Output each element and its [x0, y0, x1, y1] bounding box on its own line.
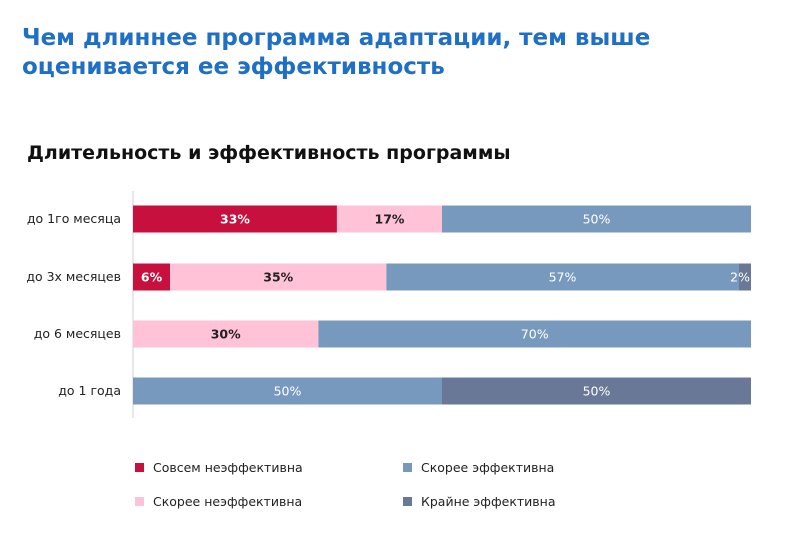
- legend-swatch-rather-effective: [403, 463, 412, 472]
- data-label: 57%: [549, 270, 577, 285]
- legend-label-extremely-effective: Крайне эффективна: [421, 494, 556, 509]
- legend-item-extremely-effective: Крайне эффективна: [403, 494, 556, 509]
- bar-segment: [442, 205, 751, 233]
- data-label: 50%: [274, 384, 302, 399]
- category-label: до 1го месяца: [27, 211, 121, 226]
- bar-segment: [133, 205, 337, 233]
- legend-swatch-rather-ineffective: [135, 497, 144, 506]
- bar-segment: [442, 377, 751, 405]
- legend-item-rather-ineffective: Скорее неэффективна: [135, 494, 302, 509]
- legend-label-rather-ineffective: Скорее неэффективна: [153, 494, 303, 509]
- data-label: 70%: [521, 327, 549, 342]
- bar-segment: [170, 263, 387, 291]
- legend-label-very-ineffective: Совсем неэффективна: [153, 460, 303, 475]
- data-label: 30%: [211, 327, 241, 342]
- stacked-bar-chart: до 1го месяца 33% 17% 50% до 3х месяцев 6% 35%…: [26, 191, 751, 418]
- bar-segment: [133, 320, 319, 348]
- legend-swatch-very-ineffective: [135, 463, 144, 472]
- data-label: 33%: [220, 212, 250, 227]
- category-label: до 6 месяцев: [34, 326, 121, 341]
- category-label: до 1 года: [58, 383, 121, 398]
- bar-segment: [386, 263, 739, 291]
- data-label: 50%: [583, 212, 611, 227]
- bar-segment: [318, 320, 751, 348]
- data-label: 6%: [141, 270, 163, 285]
- legend-item-rather-effective: Скорее эффективна: [403, 460, 554, 475]
- legend-label-rather-effective: Скорее эффективна: [421, 460, 555, 475]
- legend-swatch-extremely-effective: [403, 497, 412, 506]
- data-label: 17%: [375, 212, 405, 227]
- legend-item-very-ineffective: Совсем неэффективна: [135, 460, 303, 475]
- category-label: до 3х месяцев: [26, 269, 121, 284]
- chart-title: Длительность и эффективность программы: [27, 142, 511, 164]
- bar-segment: [336, 205, 442, 233]
- data-label: 35%: [263, 270, 293, 285]
- data-label: 50%: [583, 384, 611, 399]
- bar-segment: [133, 263, 171, 291]
- bar-segment: [133, 377, 442, 405]
- bar-segment: [738, 263, 751, 291]
- data-label: 2%: [730, 270, 750, 285]
- headline: Чем длиннее программа адаптации, тем выш…: [22, 25, 651, 80]
